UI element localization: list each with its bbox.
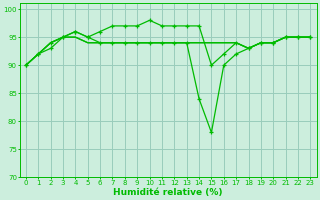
X-axis label: Humidité relative (%): Humidité relative (%) <box>113 188 223 197</box>
